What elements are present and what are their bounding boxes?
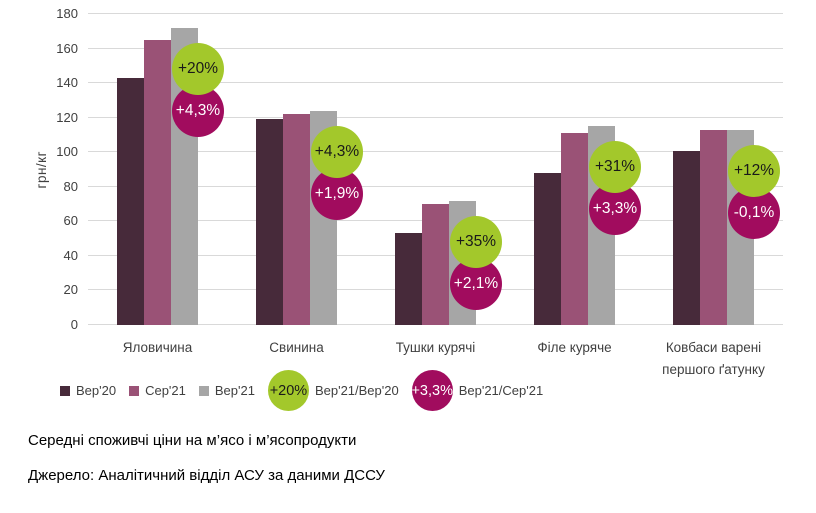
x-category-label: Ковбаси варені першого ґатунку: [662, 340, 765, 377]
chart-caption: Середні споживчі ціни на м’ясо і м’ясопр…: [28, 432, 357, 449]
x-category-label: Яловичина: [122, 340, 193, 355]
badge-yoy-3: +31%: [589, 141, 641, 194]
y-axis-title: грн/кг: [30, 14, 52, 325]
badge-mom-0: +4,3%: [172, 84, 224, 137]
gridline: [88, 185, 783, 187]
bar-series1-cat3: [561, 133, 588, 325]
legend-item-ser21: Сер'21: [129, 383, 186, 398]
bar-series1-cat4: [700, 129, 727, 325]
plot-area: 0 20 40 60 80 100 120 140 160 180 +4,3% +20% Яловичи…: [56, 6, 783, 377]
legend-swatch-ver20: [60, 385, 70, 396]
bar-series0-cat4: [673, 150, 700, 325]
legend-item-mom: +3,3% Вер'21/Сер'21: [411, 370, 544, 411]
bar-series1-cat2: [422, 204, 449, 325]
y-tick-label: 40: [63, 247, 78, 263]
x-category-label: Філе куряче: [537, 340, 612, 355]
y-tick-label: 140: [56, 75, 78, 91]
gridline: [88, 116, 783, 118]
x-category-label: Тушки курячі: [395, 340, 476, 355]
y-tick-label: 20: [63, 282, 78, 298]
y-axis-title-text: грн/кг: [33, 150, 49, 189]
legend-mom-badge: +3,3%: [411, 370, 453, 411]
legend-item-ver20: Вер'20: [60, 383, 116, 398]
legend-item-ver21: Вер'21: [198, 383, 255, 398]
gridline: [88, 47, 783, 49]
badge-yoy-4: +12%: [728, 144, 780, 197]
gridline: [88, 82, 783, 84]
chart-source: Джерело: Аналітичний відділ АСУ за даним…: [28, 467, 385, 484]
legend-item-yoy: +20% Вер'21/Вер'20: [267, 370, 399, 411]
legend-label-ver20: Вер'20: [76, 383, 117, 398]
legend-label-ver21: Вер'21: [214, 383, 255, 398]
y-tick-label: 160: [56, 40, 78, 56]
y-tick-label: 180: [56, 6, 78, 21]
badge-yoy-0: +20%: [172, 42, 224, 95]
legend-mom-label: Вер'21/Сер'21: [458, 383, 544, 398]
y-tick-label: 100: [56, 144, 78, 160]
y-tick-label: 60: [63, 213, 78, 229]
x-category-label: Свинина: [269, 340, 324, 355]
bar-series1-cat1: [283, 114, 310, 325]
gridline: [88, 151, 783, 153]
legend-yoy-label: Вер'21/Вер'20: [314, 383, 399, 398]
y-tick-label: 120: [56, 109, 78, 125]
badge-yoy-1: +4,3%: [311, 125, 363, 178]
y-tick-label: 0: [70, 317, 78, 332]
legend-label-ser21: Сер'21: [145, 383, 186, 398]
bar-series0-cat1: [256, 119, 283, 325]
y-tick-label: 80: [63, 178, 78, 194]
bar-series0-cat0: [117, 77, 144, 325]
legend-swatch-ver21: [198, 385, 209, 396]
bar-series1-cat0: [144, 39, 171, 325]
legend-swatch-ser21: [129, 385, 140, 396]
legend: Вер'20 Сер'21 Вер'21 +20% Вер'21/Вер'20 …: [60, 369, 543, 412]
bar-series0-cat3: [534, 172, 561, 325]
badge-mom-2: +2,1%: [450, 257, 502, 310]
badge-yoy-2: +35%: [450, 215, 502, 268]
legend-yoy-badge: +20%: [267, 370, 309, 411]
gridline: [88, 13, 783, 14]
bar-series0-cat2: [395, 233, 422, 325]
